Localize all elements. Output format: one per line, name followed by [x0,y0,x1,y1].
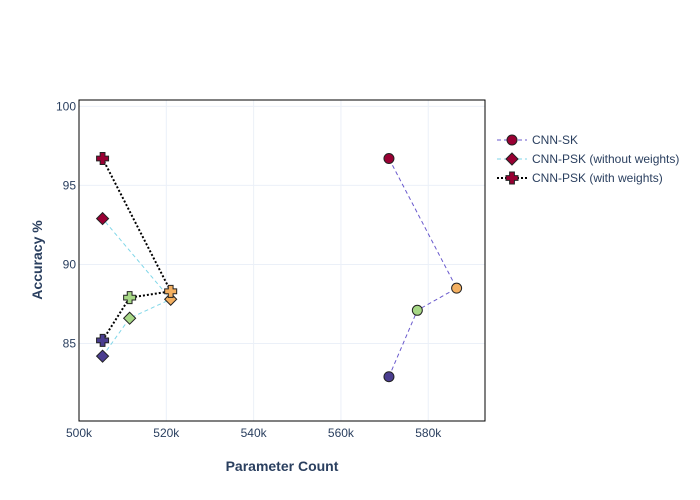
data-point-1-3 [95,211,110,226]
data-point-2-0 [96,333,110,347]
y-tick-label: 85 [63,337,77,351]
legend-item-0[interactable]: CNN-SK [497,133,578,147]
data-point-1-2 [163,292,178,306]
x-tick-label: 580k [415,426,442,440]
data-point-1-1 [122,311,137,325]
legend-item-1[interactable]: CNN-PSK (without weights) [497,152,679,166]
legend-item-2[interactable]: CNN-PSK (with weights) [497,171,663,185]
y-tick-label: 90 [63,257,77,271]
data-point-1-0 [95,349,110,363]
data-point-0-1 [411,304,423,316]
legend-label: CNN-PSK (without weights) [532,152,679,166]
legend-label: CNN-PSK (with weights) [532,171,663,185]
data-point-0-0 [383,371,395,383]
series-line-1 [102,218,172,357]
grid [78,100,485,421]
x-tick-label: 520k [153,426,180,440]
data-point-0-3 [383,153,395,165]
x-axis-title: Parameter Count [226,458,339,474]
x-tick-label: 540k [241,426,268,440]
plot-background [79,100,485,421]
series-lines [101,158,458,377]
x-tick-label: 500k [66,426,93,440]
data-point-0-2 [451,282,463,294]
data-point-2-1 [123,291,137,305]
legend-label: CNN-SK [532,133,578,147]
y-tick-label: 100 [56,99,76,113]
y-axis-ticks: 85 90 95 100 [56,99,76,350]
plot-frame [78,99,486,422]
series-line-2 [101,158,173,341]
data-point-2-3 [96,152,110,166]
series-line-0 [388,158,458,377]
y-axis-title: Accuracy % [29,220,45,300]
x-tick-label: 560k [328,426,355,440]
legend-marker [505,171,519,185]
data-point-2-2 [164,284,178,298]
x-axis-ticks: 500k 520k 540k 560k 580k [66,426,442,440]
y-tick-label: 95 [63,178,77,192]
legend-marker [506,134,518,146]
legend-marker [505,152,519,166]
legend: CNN-SK CNN-PSK (without weights) CNN-PSK (… [497,133,679,185]
series-markers [95,152,463,383]
